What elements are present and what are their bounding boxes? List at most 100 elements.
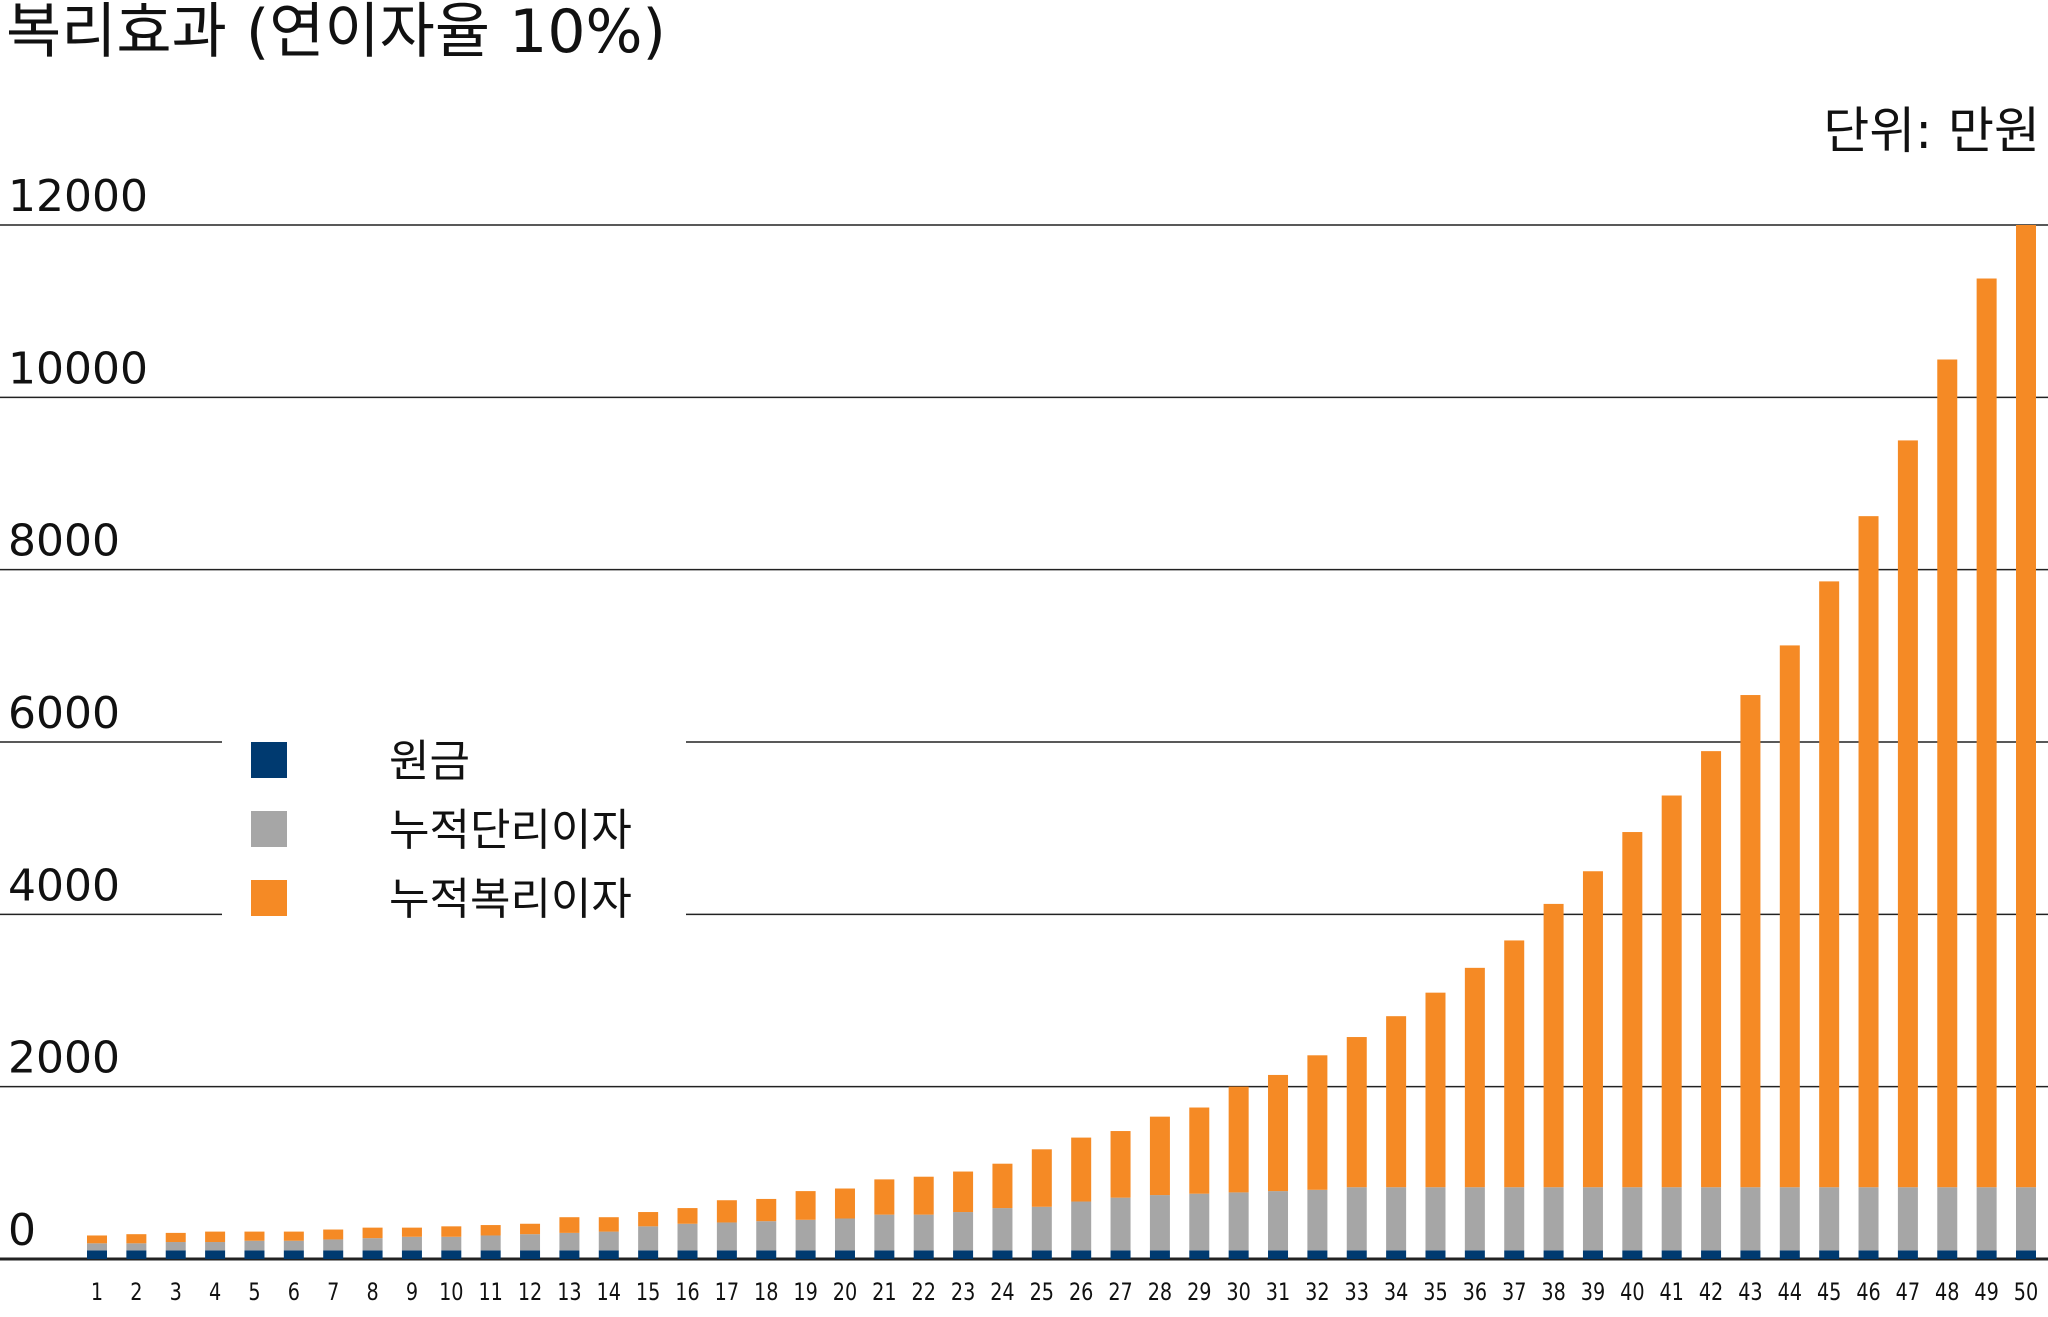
bar-segment [1622,832,1643,1188]
bar-segment [165,1250,186,1259]
bar-segment [1228,1086,1249,1193]
y-tick-label: 4000 [8,860,120,911]
bar-segment [834,1188,855,1219]
bar-segment [1937,359,1958,1188]
bar-segment [2016,1250,2036,1259]
bar-segment [716,1250,737,1259]
bar-segment [1976,278,1997,1188]
bar-segment [1779,645,1800,1188]
bar-segment [244,1240,265,1251]
bar-segment [677,1208,698,1224]
bar-segment [441,1236,462,1251]
bar-segment [1937,1250,1958,1259]
x-tick-label: 45 [1817,1279,1841,1307]
x-tick-label: 36 [1463,1279,1487,1307]
bar-segment [1543,903,1564,1188]
x-tick-label: 8 [366,1279,378,1307]
x-tick-label: 48 [1935,1279,1959,1307]
bar-segment [1464,967,1485,1188]
x-tick-label: 21 [872,1279,896,1307]
bar-segment [1740,1250,1761,1259]
bar-segment [1897,1250,1918,1259]
bar-segment [874,1214,895,1251]
bar-segment [598,1250,619,1259]
bar-segment [1189,1193,1210,1251]
bar-segment [1307,1189,1328,1251]
bar-segment [401,1236,422,1251]
x-tick-label: 43 [1738,1279,1762,1307]
bar-segment [1937,1187,1958,1251]
y-tick-label: 8000 [8,516,120,567]
bar-segment [1976,1250,1997,1259]
bar-segment [244,1231,265,1241]
bar-segment [165,1232,186,1243]
bar-segment [126,1250,147,1259]
bar-segment [1071,1137,1092,1202]
bar-segment [1110,1197,1131,1251]
x-tick-label: 28 [1148,1279,1172,1307]
bar-segment [1346,1250,1367,1259]
x-tick-label: 47 [1896,1279,1920,1307]
x-tick-label: 9 [406,1279,418,1307]
bar-segment [362,1238,383,1251]
bar-segment [1661,1187,1682,1251]
bar-segment [283,1250,304,1259]
x-tick-label: 50 [2014,1279,2038,1307]
bar-segment [913,1250,934,1259]
bar-segment [2016,225,2036,1188]
x-tick-label: 13 [557,1279,581,1307]
x-tick-label: 42 [1699,1279,1723,1307]
unit-label: 단위: 만원 [1823,102,2040,160]
bar-segment [205,1242,226,1251]
bar-segment [1386,1016,1407,1188]
bar-segment [1701,1250,1722,1259]
bar-segment [1622,1187,1643,1251]
y-tick-label: 6000 [8,688,120,739]
x-tick-label: 40 [1620,1279,1644,1307]
legend-marker [251,811,287,847]
bar-segment [953,1212,974,1251]
bar-segment [1504,1250,1525,1259]
bar-segment [1425,1187,1446,1251]
bar-segment [87,1250,107,1259]
bar-segment [559,1250,580,1259]
bar-segment [205,1231,226,1243]
bar-segment [1819,581,1840,1188]
bar-segment [244,1250,265,1259]
bar-segment [1740,695,1761,1188]
bar-segment [1386,1250,1407,1259]
legend-background [222,715,686,935]
bar-segment [1071,1250,1092,1259]
bar-segment [1740,1187,1761,1251]
bar-segment [1582,1187,1603,1251]
x-tick-label: 3 [170,1279,182,1307]
x-tick-label: 19 [793,1279,817,1307]
x-tick-label: 31 [1266,1279,1290,1307]
bar-segment [1858,516,1879,1188]
bar-segment [1071,1201,1092,1251]
legend-label: 원금 [389,736,470,787]
bar-segment [520,1223,541,1235]
bar-segment [480,1250,501,1259]
legend-label: 누적단리이자 [389,805,632,856]
bar-segment [87,1243,107,1251]
bar-segment [1622,1250,1643,1259]
x-tick-label: 4 [209,1279,221,1307]
bar-segment [1189,1250,1210,1259]
bar-segment [1701,751,1722,1188]
x-tick-label: 22 [912,1279,936,1307]
bar-segment [1228,1192,1249,1251]
x-tick-label: 7 [327,1279,339,1307]
bar-segment [323,1250,344,1259]
bar-segment [441,1250,462,1259]
bar-segment [874,1179,895,1215]
bar-segment [165,1242,186,1251]
bar-segment [1464,1250,1485,1259]
bar-segment [1976,1187,1997,1251]
bar-segment [401,1227,422,1237]
bar-segment [1858,1250,1879,1259]
bar-segment [126,1234,147,1244]
bar-segment [677,1250,698,1259]
x-tick-label: 39 [1581,1279,1605,1307]
bar-segment [716,1200,737,1223]
